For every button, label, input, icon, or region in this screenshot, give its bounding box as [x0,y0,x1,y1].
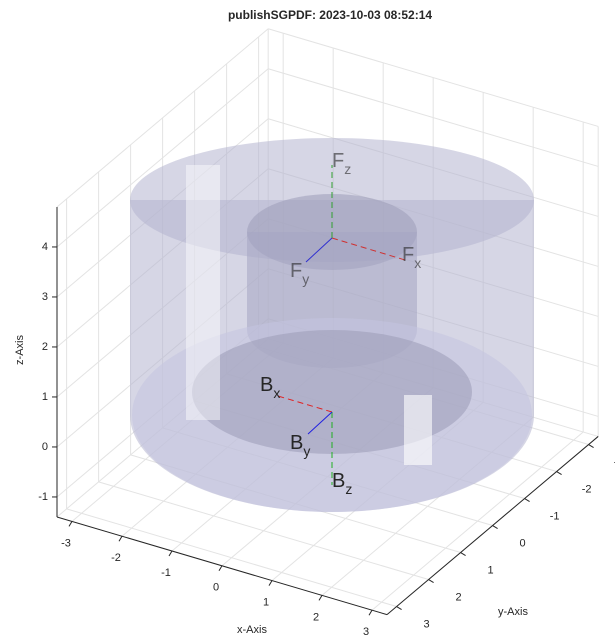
x-tick-label: 3 [363,626,369,638]
frame-axis-name: y [302,271,309,287]
z-tick-label: 3 [42,291,48,303]
x-tick-label: -1 [161,567,171,579]
tick-mark [525,499,530,502]
y-tick-label: 2 [456,591,462,603]
highlight [404,395,432,465]
z-axis-label: z-Axis [14,335,26,365]
y-tick-label: 3 [424,618,430,630]
tick-mark [269,581,272,586]
frame-axis-name: x [273,385,280,401]
x-tick-label: 2 [313,611,319,623]
x-axis-label: x-Axis [237,624,267,636]
chart-title: publishSGPDF: 2023-10-03 08:52:14 [228,8,432,22]
tick-mark [319,595,322,600]
frame-axis-name: z [344,161,351,177]
z-tick-label: 2 [42,341,48,353]
z-tick-label: 1 [42,391,48,403]
x-tick-label: 0 [213,582,219,594]
tick-mark [397,607,402,610]
frame-name: F [402,244,414,266]
z-tick-label: -1 [38,491,48,503]
frame-name: F [290,260,302,282]
y-tick-label: -1 [550,510,560,522]
frame-name: B [332,470,345,492]
tick-mark [557,472,562,475]
y-tick-label: 1 [488,564,494,576]
tick-mark [369,610,372,615]
tick-mark [169,551,172,556]
frame-axis-name: y [303,443,310,459]
tick-mark [493,526,498,529]
frame-axis-name: x [414,255,421,271]
frame-axis-name: z [345,481,352,497]
axis-line [57,517,387,615]
tick-mark [119,536,122,541]
tick-mark [219,566,222,571]
frame-name: F [332,150,344,172]
z-tick-label: 4 [42,241,48,253]
tick-mark [429,580,434,583]
frame-name: B [260,374,273,396]
x-tick-label: 1 [263,597,269,609]
tick-mark [69,521,72,526]
z-tick-label: 0 [42,441,48,453]
y-tick-label: -2 [582,483,592,495]
tick-mark [589,445,594,448]
frame-name: B [290,432,303,454]
y-axis-label: y-Axis [498,606,528,618]
y-tick-label: 0 [520,537,526,549]
x-tick-label: -2 [111,552,121,564]
chart: publishSGPDF: 2023-10-03 08:52:14 FxFyFz… [0,0,615,642]
x-tick-label: -3 [61,537,71,549]
tick-mark [461,553,466,556]
highlight [186,165,220,420]
